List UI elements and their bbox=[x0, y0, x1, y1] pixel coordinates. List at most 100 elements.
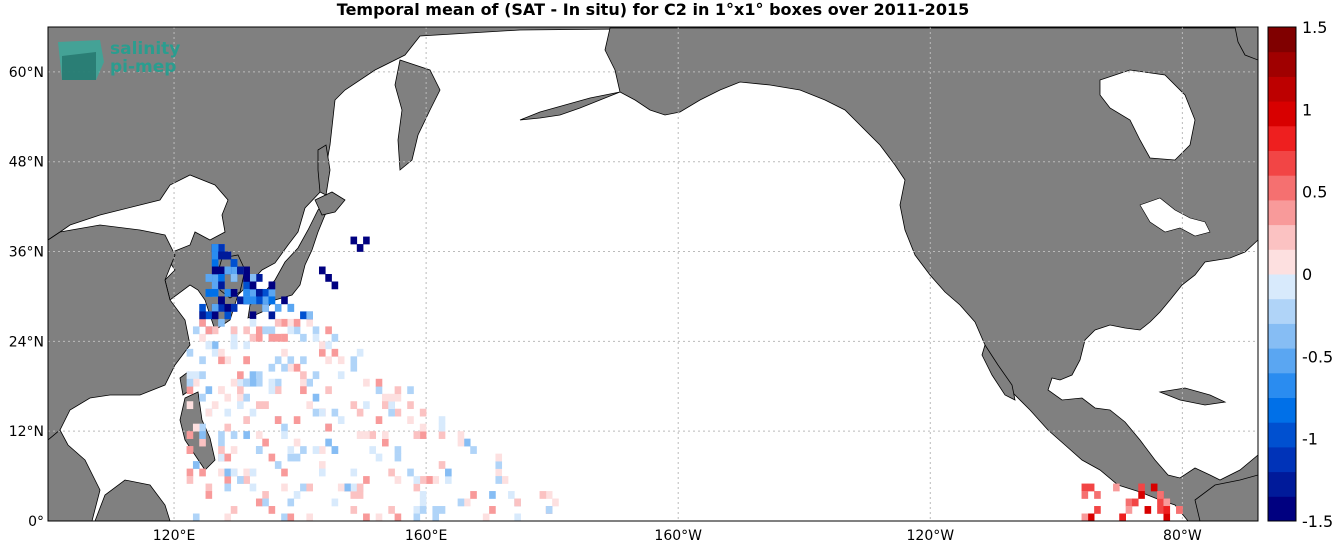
data-cell bbox=[1163, 513, 1171, 521]
data-cell bbox=[318, 446, 326, 454]
data-cell bbox=[186, 348, 194, 357]
data-cell bbox=[237, 266, 244, 275]
colorbar-label: 1 bbox=[1302, 100, 1312, 119]
data-cell bbox=[281, 363, 288, 372]
data-cell bbox=[495, 468, 503, 477]
data-cell bbox=[419, 498, 427, 507]
data-cell bbox=[495, 461, 503, 469]
data-cell bbox=[300, 311, 307, 320]
data-cell bbox=[218, 281, 225, 290]
colorbar-label: -0.5 bbox=[1302, 347, 1333, 366]
colorbar-step bbox=[1268, 397, 1296, 423]
colorbar-step bbox=[1268, 101, 1296, 127]
lat-tick-label: 24°N bbox=[9, 334, 44, 350]
data-cell bbox=[1157, 491, 1164, 499]
data-cell bbox=[192, 513, 200, 521]
data-cell bbox=[419, 431, 427, 439]
data-cell bbox=[218, 438, 225, 447]
data-cell bbox=[495, 476, 503, 484]
data-cell bbox=[356, 408, 364, 417]
data-cell bbox=[300, 386, 307, 395]
data-cell bbox=[230, 303, 238, 312]
data-cell bbox=[211, 348, 219, 357]
lat-tick-label: 36°N bbox=[9, 245, 44, 261]
data-cell bbox=[211, 266, 219, 275]
data-cell bbox=[407, 401, 414, 410]
data-cell bbox=[186, 386, 194, 395]
data-cell bbox=[388, 506, 395, 514]
data-cell bbox=[293, 438, 301, 447]
data-cell bbox=[514, 498, 521, 507]
data-cells bbox=[186, 236, 1183, 521]
data-cell bbox=[255, 288, 263, 297]
data-cell bbox=[438, 423, 446, 432]
data-cell bbox=[237, 371, 244, 380]
data-cell bbox=[243, 281, 250, 290]
land-kamchatka bbox=[394, 59, 441, 171]
data-cell bbox=[249, 333, 257, 342]
colorbar-label: 0.5 bbox=[1302, 183, 1327, 202]
colorbar-label: 0 bbox=[1302, 265, 1312, 284]
colorbar-label: 1.5 bbox=[1302, 18, 1327, 37]
data-cell bbox=[388, 408, 395, 417]
data-cell bbox=[337, 483, 345, 492]
data-cell bbox=[218, 251, 225, 260]
data-cell bbox=[1125, 506, 1133, 514]
data-cell bbox=[318, 348, 326, 357]
data-cell bbox=[350, 363, 358, 372]
data-cell bbox=[218, 386, 225, 395]
land-south-america bbox=[1194, 474, 1258, 521]
data-cell bbox=[199, 438, 206, 447]
data-cell bbox=[318, 468, 326, 477]
data-cell bbox=[331, 281, 339, 290]
data-cell bbox=[482, 513, 490, 521]
data-cell bbox=[545, 506, 553, 514]
colorbar-label: -1 bbox=[1302, 430, 1318, 449]
colorbar-step bbox=[1268, 51, 1296, 77]
colorbar-step bbox=[1268, 471, 1296, 497]
colorbar bbox=[1268, 27, 1296, 522]
data-cell bbox=[1094, 491, 1101, 499]
data-cell bbox=[382, 438, 389, 447]
data-cell bbox=[413, 513, 421, 521]
data-cell bbox=[237, 296, 244, 305]
colorbar-labels: 1.5 1 0.5 0 -0.5 -1 -1.5 bbox=[1302, 18, 1333, 531]
data-cell bbox=[419, 506, 427, 514]
lat-tick-label: 60°N bbox=[9, 65, 44, 81]
data-cell bbox=[375, 378, 383, 387]
data-cell bbox=[463, 498, 471, 507]
data-cell bbox=[262, 401, 269, 410]
data-cell bbox=[205, 311, 213, 320]
data-cell bbox=[312, 333, 320, 342]
data-cell bbox=[1163, 498, 1171, 507]
colorbar-step bbox=[1268, 224, 1296, 250]
data-cell bbox=[262, 498, 269, 507]
data-cell bbox=[1163, 506, 1171, 514]
data-cell bbox=[382, 393, 389, 402]
data-cell bbox=[274, 416, 282, 424]
data-cell bbox=[287, 326, 295, 335]
data-cell bbox=[205, 386, 213, 395]
data-cell bbox=[262, 438, 269, 447]
data-cell bbox=[237, 401, 244, 410]
data-cell bbox=[199, 423, 206, 432]
map-frame bbox=[47, 26, 1259, 522]
land-cuba bbox=[1158, 387, 1227, 406]
data-cell bbox=[552, 498, 559, 507]
data-cell bbox=[438, 461, 446, 469]
data-cell bbox=[293, 453, 301, 462]
data-cell bbox=[211, 251, 219, 260]
data-cell bbox=[211, 341, 219, 350]
data-cell bbox=[230, 259, 238, 267]
data-cell bbox=[274, 461, 282, 469]
data-cell bbox=[306, 483, 313, 492]
data-cell bbox=[470, 491, 477, 499]
data-cell bbox=[255, 333, 263, 342]
data-cell bbox=[186, 371, 194, 380]
logo-mark-shade bbox=[62, 52, 96, 80]
data-cell bbox=[218, 446, 225, 454]
land-hokkaido bbox=[314, 191, 346, 216]
data-cell bbox=[218, 453, 225, 462]
data-cell bbox=[262, 491, 269, 499]
